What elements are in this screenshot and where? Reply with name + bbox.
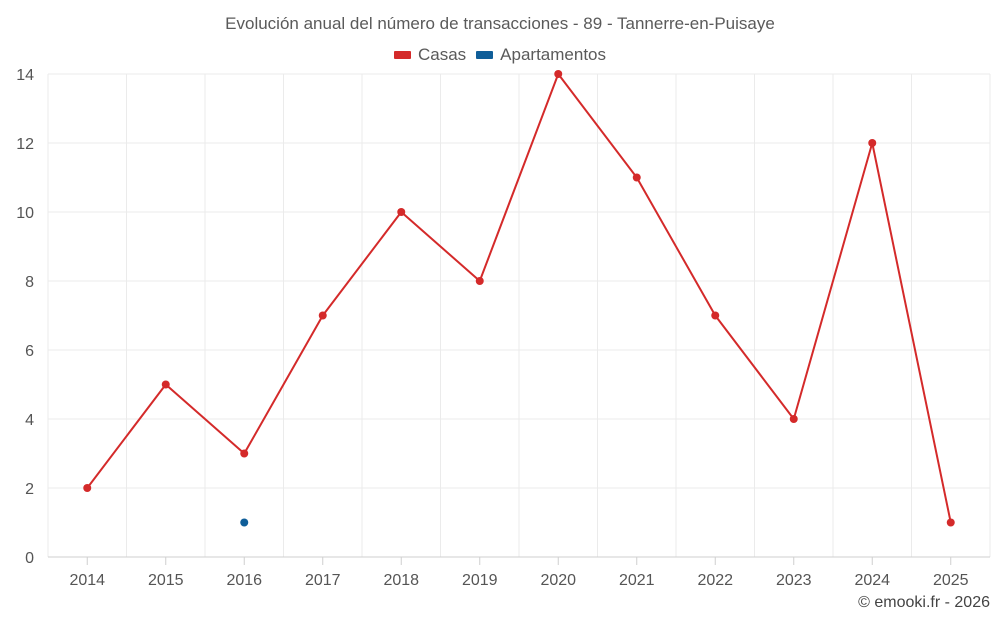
y-tick-label-2: 2 [25, 481, 34, 498]
y-tick-label-0: 0 [25, 550, 34, 567]
x-tick-label-2015: 2015 [148, 572, 184, 589]
y-tick-label-4: 4 [25, 412, 34, 429]
data-point-casas-2020 [554, 70, 563, 78]
data-point-casas-2021 [632, 173, 641, 182]
y-tick-label-6: 6 [25, 343, 34, 360]
legend-item-casas[interactable]: Casas [393, 45, 467, 65]
legend-label-casas: Casas [417, 45, 467, 64]
data-point-casas-2014 [83, 484, 92, 492]
chart-title: Evolución anual del número de transaccio… [225, 14, 775, 33]
series-line-casas [86, 73, 952, 523]
y-tick-label-10: 10 [16, 205, 34, 222]
legend-label-apartamentos: Apartamentos [500, 45, 607, 64]
x-tick-label-2017: 2017 [305, 572, 341, 589]
data-point-casas-2017 [318, 311, 327, 320]
data-point-casas-2019 [475, 277, 484, 285]
legend-swatch-casas [393, 51, 411, 59]
legend: Casas Apartamentos [0, 45, 1000, 65]
data-point-casas-2022 [711, 311, 720, 320]
data-point-casas-2025 [946, 518, 955, 527]
legend-item-apartamentos[interactable]: Apartamentos [476, 45, 606, 65]
data-point-casas-2024 [868, 139, 877, 147]
legend-swatch-apartamentos [476, 51, 494, 59]
y-tick-label-14: 14 [16, 67, 34, 84]
data-point-casas-2018 [397, 208, 406, 216]
data-point-apartamentos-2016 [240, 518, 249, 527]
x-tick-label-2020: 2020 [540, 572, 576, 589]
data-point-casas-2016 [240, 449, 249, 458]
x-tick-label-2019: 2019 [462, 572, 498, 589]
y-tick-label-8: 8 [25, 274, 34, 291]
x-tick-label-2018: 2018 [383, 572, 419, 589]
x-tick-label-2025: 2025 [933, 572, 969, 589]
x-tick-label-2021: 2021 [619, 572, 655, 589]
x-tick-label-2016: 2016 [226, 572, 262, 589]
x-tick-label-2023: 2023 [776, 572, 812, 589]
x-tick-label-2022: 2022 [697, 572, 733, 589]
x-tick-label-2024: 2024 [854, 572, 890, 589]
x-tick-label-2014: 2014 [69, 572, 105, 589]
data-point-casas-2023 [789, 415, 798, 423]
y-tick-label-12: 12 [16, 136, 34, 153]
data-point-casas-2015 [161, 380, 170, 389]
copyright-text: © emooki.fr - 2026 [858, 594, 990, 611]
